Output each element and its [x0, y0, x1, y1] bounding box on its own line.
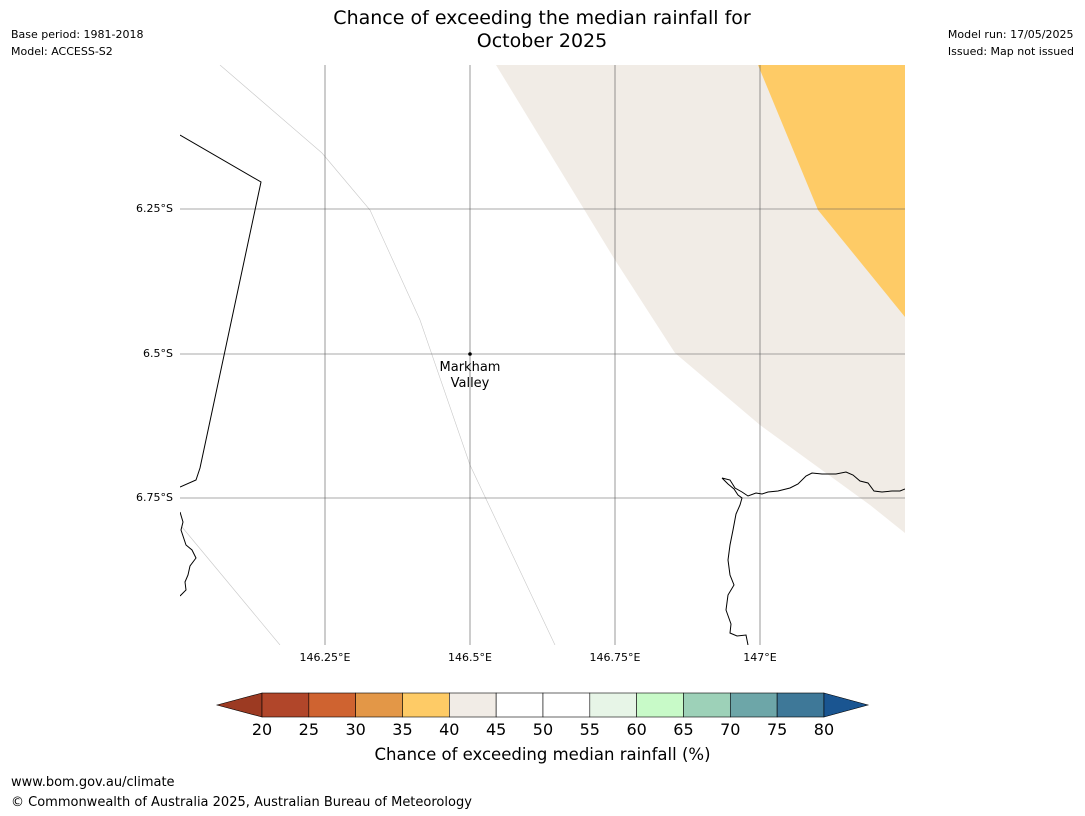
- colorbar-tick-label: 55: [579, 720, 600, 739]
- colorbar-tick-label: 40: [439, 720, 460, 739]
- colorbar-tick-label: 30: [345, 720, 366, 739]
- colorbar-title: Chance of exceeding median rainfall (%): [374, 745, 711, 764]
- colorbar-tick-label: 65: [673, 720, 694, 739]
- colorbar-segment: [355, 692, 403, 718]
- place-label-line-1: Markham: [439, 360, 501, 375]
- coastline-left: [180, 511, 197, 597]
- lon-label-146-25: 146.25°E: [299, 651, 351, 664]
- colorbar-segment: [261, 692, 310, 718]
- graticule: [180, 65, 905, 645]
- colorbar-extend-low: [215, 692, 263, 718]
- colorbar-segment: [636, 692, 684, 718]
- colorbar: [215, 692, 870, 718]
- colorbar-tick-label: 45: [485, 720, 507, 739]
- footer-copyright: © Commonwealth of Australia 2025, Austra…: [11, 795, 472, 810]
- colorbar-tick-label: 50: [532, 720, 554, 739]
- colorbar-tick-label: 80: [813, 720, 835, 739]
- colorbar-tick-label: 60: [626, 720, 647, 739]
- colorbar-tick-label: 20: [251, 720, 273, 739]
- probability-region-40-45: [496, 65, 905, 533]
- issued-status: Issued: Map not issued: [947, 45, 1074, 58]
- place-label-line-2: Valley: [450, 376, 490, 391]
- title-line-1: Chance of exceeding the median rainfall …: [333, 7, 751, 29]
- colorbar-extend-high: [823, 692, 870, 718]
- colorbar-segment: [683, 692, 731, 718]
- lon-label-146-75: 146.75°E: [589, 651, 641, 664]
- colorbar-tick-label: 70: [720, 720, 741, 739]
- meta-left: Base period: 1981-2018 Model: ACCESS-S2: [11, 26, 143, 60]
- colorbar-segment: [402, 692, 450, 718]
- boundary-line-faint: [219, 65, 556, 645]
- lon-label-146-5: 146.5°E: [448, 651, 492, 664]
- meta-right: Model run: 17/05/2025 Issued: Map not is…: [948, 26, 1074, 60]
- place-label: Markham Valley: [425, 360, 515, 392]
- model-name: Model: ACCESS-S2: [11, 45, 113, 58]
- lat-label-6-5: 6.5°S: [143, 347, 173, 360]
- lat-label-6-25: 6.25°S: [136, 202, 173, 215]
- colorbar-segment: [308, 692, 356, 718]
- colorbar-segment: [495, 692, 544, 718]
- colorbar-tick-label: 35: [392, 720, 413, 739]
- border-line: [180, 134, 262, 488]
- colorbar-segment: [776, 692, 825, 718]
- colorbar-tick-label: 75: [766, 720, 788, 739]
- lat-label-6-75: 6.75°S: [136, 491, 173, 504]
- map-title: Chance of exceeding the median rainfall …: [242, 7, 842, 53]
- footer-url: www.bom.gov.au/climate: [11, 775, 175, 790]
- colorbar-segment: [589, 692, 637, 718]
- place-marker: [468, 352, 472, 356]
- colorbar-tick-label: 25: [298, 720, 319, 739]
- lon-label-147: 147°E: [743, 651, 777, 664]
- boundary-line-faint-2: [181, 526, 281, 645]
- base-period: Base period: 1981-2018: [11, 28, 144, 41]
- title-line-2: October 2025: [476, 30, 608, 52]
- model-run: Model run: 17/05/2025: [947, 28, 1074, 41]
- colorbar-segment: [542, 692, 591, 718]
- coastline-right: [721, 471, 905, 645]
- colorbar-segment: [449, 692, 497, 718]
- colorbar-segment: [729, 692, 778, 718]
- probability-region-35-40: [758, 65, 905, 317]
